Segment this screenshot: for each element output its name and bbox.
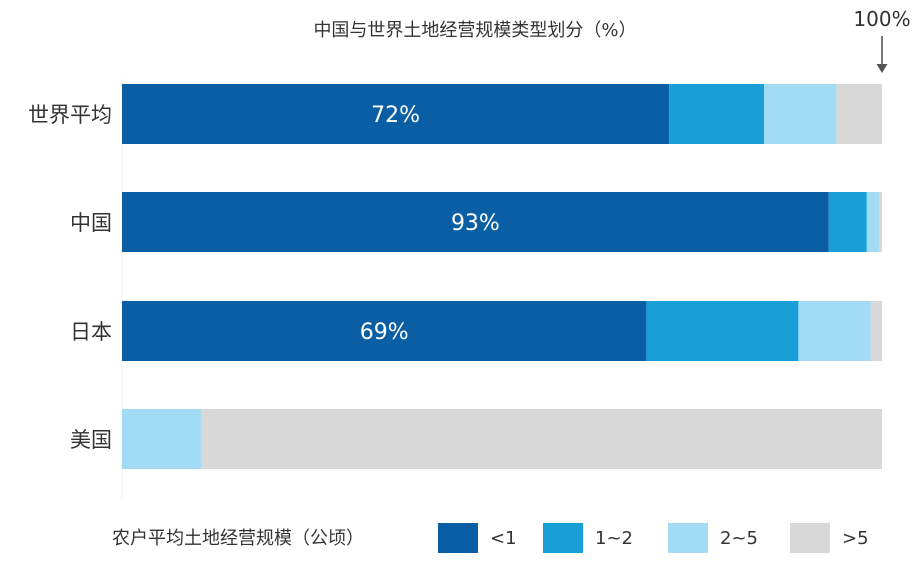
hundred-percent-marker: 100% (853, 7, 911, 73)
data-label-2: 93% (451, 211, 500, 236)
bar-segment-2-4 (879, 192, 882, 252)
legend-swatch-3 (668, 523, 708, 553)
data-label-1: 72% (371, 103, 420, 128)
chart-title: 中国与世界土地经营规模类型划分（%） (313, 20, 636, 41)
legend-label-1: <1 (490, 528, 517, 549)
bar-segment-1-1 (122, 84, 670, 144)
category-label-2: 中国 (70, 211, 112, 235)
legend-label-3: 2~5 (720, 528, 758, 549)
legend-swatch-1 (438, 523, 478, 553)
bar-segment-4-4 (201, 409, 883, 469)
bar-segment-3-2 (646, 301, 799, 361)
legend-label-4: >5 (842, 528, 869, 549)
hundred-percent-label: 100% (853, 7, 910, 31)
legend-swatch-2 (543, 523, 583, 553)
category-label-1: 世界平均 (28, 103, 112, 127)
bar-segment-2-2 (828, 192, 867, 252)
bar-segment-4-3 (122, 409, 202, 469)
category-label-3: 日本 (70, 320, 112, 344)
legend-swatch-4 (790, 523, 830, 553)
category-label-4: 美国 (70, 428, 112, 452)
bar-segment-2-1 (122, 192, 829, 252)
bar-segment-1-2 (669, 84, 765, 144)
legend: 农户平均土地经营规模（公顷） <1 1~2 2~5 >5 (112, 523, 869, 553)
data-label-3: 69% (360, 320, 409, 345)
data-labels: 72% 93% 69% (360, 103, 500, 345)
bar-segment-2-3 (866, 192, 880, 252)
bars-layer (122, 84, 883, 469)
bar-segment-1-3 (764, 84, 837, 144)
bar-segment-1-4 (836, 84, 882, 144)
legend-title: 农户平均土地经营规模（公顷） (112, 528, 364, 549)
legend-label-2: 1~2 (595, 528, 633, 549)
bar-segment-3-3 (798, 301, 871, 361)
down-arrow-icon (876, 64, 888, 73)
bar-segment-3-4 (870, 301, 882, 361)
bar-segment-3-1 (122, 301, 647, 361)
